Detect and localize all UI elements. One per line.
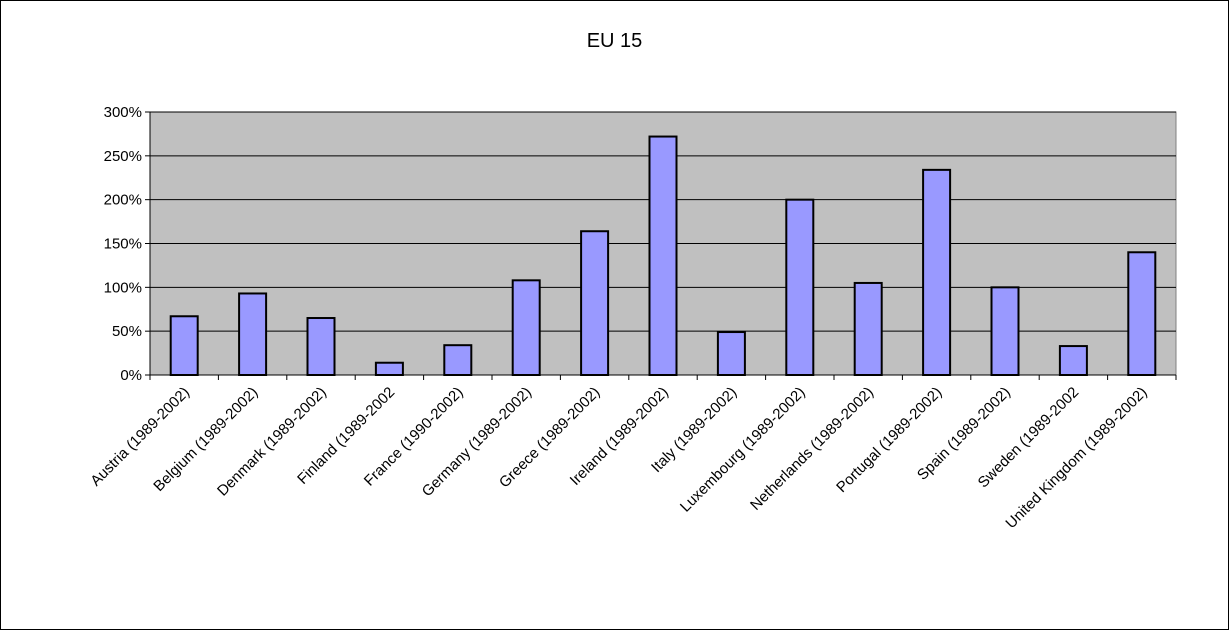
- axes: [145, 111, 1177, 380]
- y-tick-label-2: 100%: [104, 279, 142, 296]
- y-tick-label-0: 0%: [120, 367, 142, 384]
- bar-2: [306, 317, 336, 376]
- x-tick-label-10: Netherlands (1989-2002): [747, 384, 877, 514]
- bar-5: [511, 279, 541, 377]
- bar-8: [716, 331, 746, 376]
- chart-title: EU 15: [586, 30, 643, 52]
- bar-4: [443, 344, 473, 376]
- bars: [169, 135, 1157, 377]
- y-tick-label-1: 50%: [112, 323, 142, 340]
- bar-1: [238, 292, 268, 376]
- bar-0: [169, 315, 199, 377]
- x-tick-label-9: Luxembourg (1989-2002): [677, 384, 809, 516]
- y-tick-label-4: 200%: [104, 192, 142, 209]
- bar-13: [1058, 345, 1088, 377]
- bar-14: [1127, 251, 1157, 376]
- bar-11: [922, 168, 952, 376]
- y-tick-labels: 0% 50% 100% 150% 200% 250% 300%: [104, 104, 142, 384]
- y-tick-label-5: 250%: [104, 148, 142, 165]
- bar-7: [648, 135, 678, 376]
- bar-9: [785, 198, 815, 376]
- x-tick-labels: Austria (1989-2002)Belgium (1989-2002)De…: [87, 384, 1150, 532]
- bar-3: [374, 361, 404, 376]
- bar-6: [580, 230, 610, 376]
- bar-12: [990, 286, 1020, 377]
- y-tick-label-6: 300%: [104, 104, 142, 121]
- y-tick-label-3: 150%: [104, 236, 142, 253]
- x-tick-label-14: United Kingdom (1989-2002): [1002, 384, 1150, 532]
- bar-10: [853, 281, 883, 377]
